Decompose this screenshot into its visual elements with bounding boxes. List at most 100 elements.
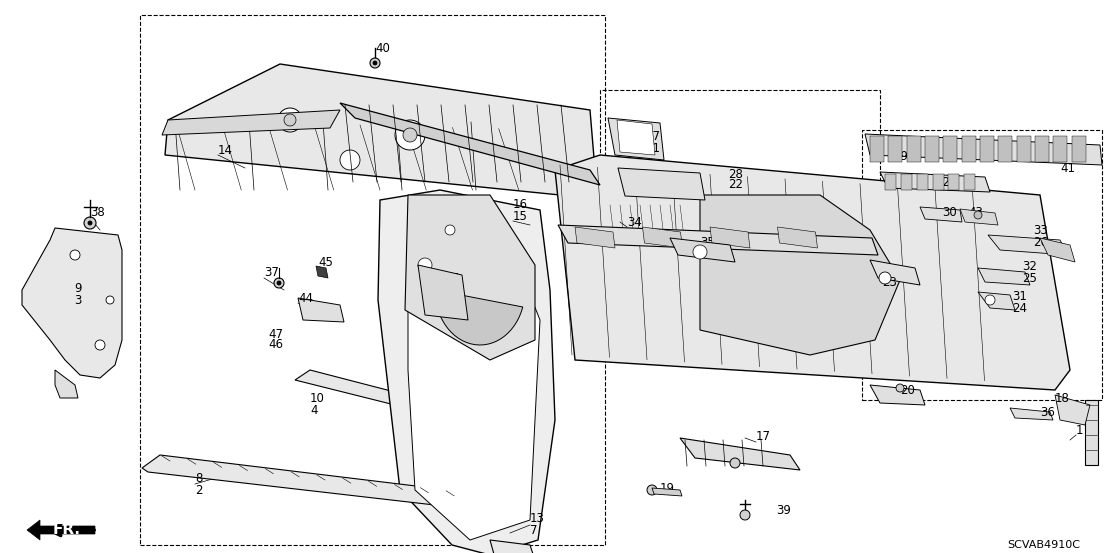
Text: 31: 31 — [1012, 290, 1027, 304]
Text: 40: 40 — [375, 41, 390, 55]
Polygon shape — [378, 190, 555, 553]
Polygon shape — [933, 174, 944, 190]
Polygon shape — [408, 220, 540, 540]
Text: 41: 41 — [1060, 161, 1075, 175]
Text: 24: 24 — [1012, 301, 1027, 315]
Polygon shape — [865, 134, 1102, 165]
Polygon shape — [142, 455, 492, 510]
Polygon shape — [960, 209, 998, 225]
Text: FR.: FR. — [53, 523, 81, 538]
Circle shape — [106, 296, 114, 304]
Circle shape — [84, 217, 96, 229]
Polygon shape — [418, 265, 468, 320]
Circle shape — [373, 61, 377, 65]
Polygon shape — [870, 136, 884, 162]
Circle shape — [394, 120, 425, 150]
Polygon shape — [1085, 400, 1098, 465]
Polygon shape — [165, 64, 595, 195]
Circle shape — [445, 225, 455, 235]
Circle shape — [985, 295, 995, 305]
Text: 44: 44 — [298, 291, 312, 305]
Polygon shape — [55, 370, 78, 398]
Polygon shape — [652, 488, 683, 496]
Polygon shape — [27, 520, 95, 540]
Text: 37: 37 — [264, 267, 279, 279]
Polygon shape — [316, 266, 328, 278]
Polygon shape — [1040, 238, 1075, 262]
Polygon shape — [889, 136, 902, 162]
Text: 12: 12 — [478, 312, 492, 326]
Polygon shape — [870, 260, 920, 285]
Polygon shape — [710, 227, 750, 248]
Polygon shape — [1010, 408, 1053, 420]
Text: 7: 7 — [530, 524, 537, 536]
Circle shape — [730, 458, 740, 468]
Polygon shape — [988, 235, 1068, 255]
Polygon shape — [1054, 136, 1067, 162]
Text: 8: 8 — [195, 472, 203, 484]
Polygon shape — [906, 136, 921, 162]
Polygon shape — [340, 103, 601, 185]
Text: 16: 16 — [513, 199, 529, 211]
Circle shape — [403, 128, 417, 142]
Bar — [140, 15, 605, 545]
Text: 39: 39 — [776, 503, 791, 517]
Text: 25: 25 — [1022, 272, 1037, 284]
Text: 26: 26 — [1033, 236, 1048, 248]
Text: 47: 47 — [268, 327, 283, 341]
Text: 22: 22 — [728, 179, 743, 191]
Text: 11: 11 — [447, 273, 462, 285]
Text: 46: 46 — [268, 338, 283, 352]
Circle shape — [879, 272, 891, 284]
Text: 18: 18 — [1055, 392, 1070, 404]
Text: 32: 32 — [1022, 260, 1037, 274]
Text: 30: 30 — [942, 206, 956, 218]
Polygon shape — [162, 110, 340, 135]
Circle shape — [974, 211, 982, 219]
Polygon shape — [1035, 136, 1049, 162]
Text: 36: 36 — [1040, 406, 1055, 420]
Bar — [601, 90, 880, 290]
Text: 2: 2 — [195, 483, 203, 497]
Text: 33: 33 — [1033, 225, 1048, 237]
Circle shape — [370, 58, 380, 68]
Polygon shape — [978, 292, 1015, 310]
Polygon shape — [555, 155, 1070, 390]
Circle shape — [274, 278, 284, 288]
Polygon shape — [700, 195, 900, 355]
Polygon shape — [870, 385, 925, 405]
Circle shape — [340, 150, 360, 170]
Polygon shape — [925, 136, 938, 162]
Circle shape — [418, 258, 432, 272]
Polygon shape — [406, 195, 535, 360]
Polygon shape — [943, 136, 957, 162]
Circle shape — [692, 245, 707, 259]
Polygon shape — [295, 370, 445, 415]
Text: 43: 43 — [968, 206, 983, 218]
Text: 19: 19 — [660, 482, 675, 494]
Polygon shape — [1071, 136, 1086, 162]
Bar — [625, 175, 680, 193]
Text: 4: 4 — [310, 404, 318, 416]
Circle shape — [88, 221, 92, 225]
Polygon shape — [608, 118, 664, 160]
Text: 3: 3 — [74, 294, 81, 306]
Text: 17: 17 — [756, 430, 771, 444]
Text: 15: 15 — [513, 210, 527, 222]
Polygon shape — [916, 174, 927, 190]
Circle shape — [70, 250, 80, 260]
Circle shape — [284, 114, 296, 126]
Polygon shape — [880, 172, 991, 192]
Text: 42: 42 — [935, 175, 950, 189]
Polygon shape — [618, 168, 705, 200]
Polygon shape — [558, 225, 878, 255]
Text: 5: 5 — [447, 284, 454, 296]
Polygon shape — [1017, 136, 1030, 162]
Polygon shape — [962, 136, 976, 162]
Bar — [862, 130, 1102, 400]
Text: 45: 45 — [318, 257, 332, 269]
Circle shape — [95, 340, 105, 350]
Text: 21: 21 — [645, 142, 660, 154]
Polygon shape — [885, 174, 896, 190]
Polygon shape — [901, 174, 912, 190]
